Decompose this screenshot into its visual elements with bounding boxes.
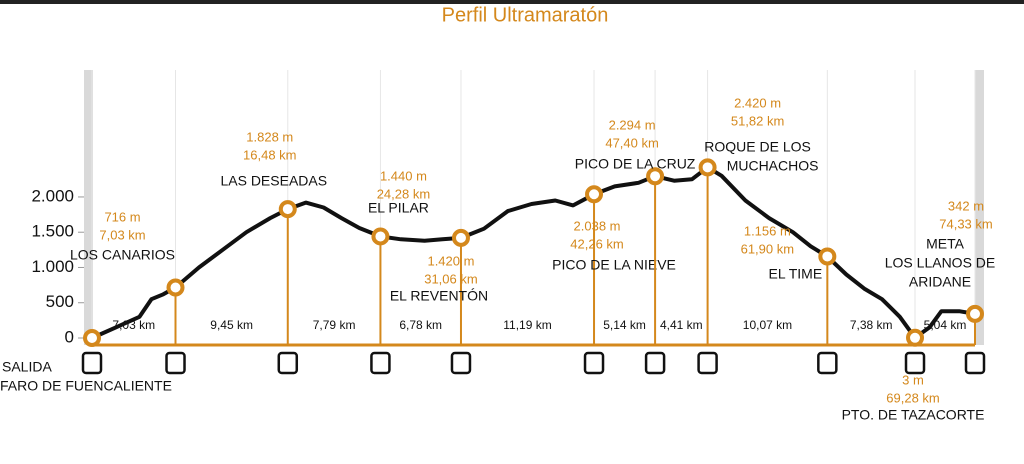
elevation-label: 716 m: [104, 209, 140, 224]
elevation-label: 342 m: [948, 198, 984, 213]
waypoint-name: EL REVENTÓN: [390, 288, 488, 304]
waypoint-name: MUCHACHOS: [727, 158, 819, 174]
km-label: 69,28 km: [886, 390, 939, 405]
segment-label: 9,45 km: [210, 318, 253, 332]
side-bar: [84, 70, 93, 345]
waypoint-name: ARIDANE: [909, 274, 971, 290]
segment-label: 7,79 km: [313, 318, 356, 332]
km-label: 31,06 km: [424, 271, 477, 286]
icon: [644, 351, 666, 375]
waypoint-name: LOS CANARIOS: [70, 247, 175, 263]
segment-label: 7,38 km: [850, 318, 893, 332]
segment-label: 6,78 km: [399, 318, 442, 332]
y-tick-label: 0: [65, 327, 74, 346]
waypoint: [371, 227, 390, 246]
elevation-label: 1.440 m: [380, 168, 427, 183]
waypoint-name: FARO DE FUENCALIENTE: [0, 378, 172, 394]
waypoint-name: EL PILAR: [368, 200, 429, 216]
chart-title: Perfil Ultramaratón: [442, 4, 609, 26]
km-label: 16,48 km: [243, 147, 296, 162]
elevation-label: 1.156 m: [744, 223, 791, 238]
segment-label: 5,14 km: [603, 318, 646, 332]
waypoint: [646, 167, 665, 186]
km-label: 51,82 km: [731, 113, 784, 128]
elevation-label: 2.294 m: [609, 117, 656, 132]
y-tick-label: 500: [46, 292, 74, 311]
top-strip: [0, 0, 1024, 4]
icon: [370, 351, 391, 375]
segment-label: 7,03 km: [112, 318, 155, 332]
y-tick-label: 1.000: [31, 257, 74, 276]
km-label: 61,90 km: [741, 241, 794, 256]
km-label: 24,28 km: [377, 186, 430, 201]
waypoint: [966, 304, 984, 323]
km-label: 42,26 km: [570, 236, 623, 251]
profile-line: [91, 165, 976, 340]
segment-label: 4,41 km: [660, 318, 703, 332]
waypoint-name: SALIDA: [2, 359, 52, 375]
icon: [697, 351, 718, 375]
elevation-label: 2.038 m: [574, 218, 621, 233]
icon: [583, 351, 605, 375]
icon: [277, 351, 299, 375]
elevation-label: 1.420 m: [427, 253, 474, 268]
waypoint: [818, 247, 837, 266]
waypoint-name: LOS LLANOS DE: [885, 255, 996, 271]
waypoint: [906, 328, 925, 347]
km-label: 74,33 km: [939, 216, 992, 231]
icon: [964, 351, 986, 375]
elevation-label: 2.420 m: [734, 95, 781, 110]
icon: [81, 351, 103, 375]
icon: [450, 351, 472, 375]
km-label: 7,03 km: [99, 227, 145, 242]
waypoint: [698, 158, 717, 177]
waypoint-name: PICO DE LA CRUZ: [575, 156, 696, 172]
elevation-label: 3 m: [902, 372, 924, 387]
waypoint: [278, 200, 297, 219]
segment-label: 10,07 km: [743, 318, 792, 332]
waypoint: [166, 278, 185, 297]
y-tick-label: 1.500: [31, 222, 74, 241]
elevation-label: 1.828 m: [246, 129, 293, 144]
waypoint-name: META: [926, 236, 965, 252]
km-label: 47,40 km: [605, 135, 658, 150]
side-bar: [975, 70, 984, 345]
waypoint-name: ROQUE DE LOS: [704, 139, 811, 155]
waypoint-name: LAS DESEADAS: [220, 173, 327, 189]
waypoint-name: PICO DE LA NIEVE: [552, 257, 676, 273]
icon: [904, 351, 926, 375]
icon: [817, 351, 838, 375]
y-tick-label: 2.000: [31, 186, 74, 205]
waypoint: [451, 228, 470, 247]
segment-label: 5,04 km: [924, 318, 967, 332]
waypoint: [585, 185, 604, 204]
waypoint-name: EL TIME: [768, 266, 822, 282]
waypoint: [83, 329, 101, 347]
waypoint-name: PTO. DE TAZACORTE: [842, 407, 985, 423]
segment-label: 11,19 km: [503, 318, 551, 332]
icon: [165, 351, 186, 375]
